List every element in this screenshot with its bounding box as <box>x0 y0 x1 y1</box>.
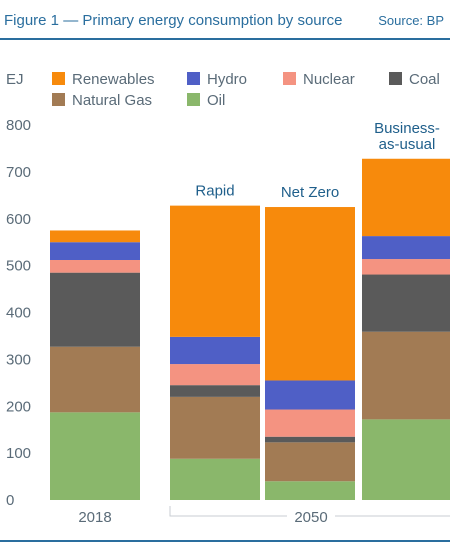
legend-swatch-renewables <box>52 72 65 85</box>
bar-segment-natural-gas-business-as-usual <box>362 331 450 420</box>
legend-label-nuclear: Nuclear <box>303 71 355 88</box>
legend-swatch-nuclear <box>283 72 296 85</box>
header-rule <box>0 38 450 40</box>
bar-segment-oil-net-zero <box>265 481 355 500</box>
bar-annotation-business-as-usual: Business- <box>374 120 440 137</box>
bar-segment-hydro-rapid <box>170 336 260 365</box>
bar-segment-hydro-business-as-usual <box>362 236 450 260</box>
y-tick-label: 0 <box>6 492 14 509</box>
x-axis-label-2050: 2050 <box>294 509 327 526</box>
bar-segment-oil-rapid <box>170 458 260 500</box>
legend-swatch-hydro <box>187 72 200 85</box>
bar-segment-nuclear-net-zero <box>265 409 355 437</box>
legend-swatch-coal <box>389 72 402 85</box>
legend-swatch-natural-gas <box>52 93 65 106</box>
bar-segment-coal-business-as-usual <box>362 274 450 332</box>
bar-annotation-business-as-usual: as-usual <box>379 136 436 153</box>
figure-source: Source: BP <box>378 13 444 28</box>
bar-annotation-net-zero: Net Zero <box>281 184 339 201</box>
bar-segment-natural-gas-rapid <box>170 396 260 459</box>
legend: Renewables Hydro Nuclear Coal Natural Gas Oil <box>52 71 440 109</box>
y-axis: 0 100 200 300 400 500 600 700 800 <box>6 117 31 509</box>
bar-segment-nuclear-2018 <box>50 260 140 273</box>
bar-segment-coal-2018 <box>50 272 140 347</box>
bar-segment-renewables-2018 <box>50 230 140 243</box>
bar-segment-coal-rapid <box>170 385 260 397</box>
y-tick-label: 500 <box>6 258 31 275</box>
bar-segment-hydro-2018 <box>50 242 140 260</box>
legend-label-renewables: Renewables <box>72 71 155 88</box>
legend-swatch-oil <box>187 93 200 106</box>
bar-segment-natural-gas-2018 <box>50 346 140 413</box>
legend-label-natural-gas: Natural Gas <box>72 92 152 109</box>
y-axis-label: EJ <box>6 71 24 88</box>
bar-segment-renewables-business-as-usual <box>362 158 450 237</box>
bar-segment-renewables-rapid <box>170 205 260 337</box>
x-axis-label-2018: 2018 <box>78 509 111 526</box>
legend-label-oil: Oil <box>207 92 225 109</box>
bar-segment-nuclear-rapid <box>170 364 260 386</box>
bars <box>50 158 450 500</box>
bar-annotations: Rapid Net Zero Business-as-usual <box>195 120 440 201</box>
bar-segment-oil-2018 <box>50 412 140 500</box>
y-tick-label: 400 <box>6 305 31 322</box>
bar-segment-coal-net-zero <box>265 436 355 443</box>
y-tick-label: 700 <box>6 164 31 181</box>
y-tick-label: 100 <box>6 445 31 462</box>
y-tick-label: 300 <box>6 351 31 368</box>
figure-title: Figure 1 — Primary energy consumption by… <box>4 12 343 29</box>
bar-segment-oil-business-as-usual <box>362 419 450 500</box>
bar-annotation-rapid: Rapid <box>195 183 234 200</box>
bar-segment-renewables-net-zero <box>265 207 355 381</box>
y-tick-label: 800 <box>6 117 31 134</box>
figure-header: Figure 1 — Primary energy consumption by… <box>0 0 450 40</box>
legend-label-coal: Coal <box>409 71 440 88</box>
footer-rule <box>0 540 450 542</box>
bar-segment-natural-gas-net-zero <box>265 442 355 482</box>
bar-segment-hydro-net-zero <box>265 380 355 410</box>
y-tick-label: 200 <box>6 398 31 415</box>
x-axis-group-label-bg <box>287 510 335 524</box>
y-tick-label: 600 <box>6 211 31 228</box>
legend-label-hydro: Hydro <box>207 71 247 88</box>
bar-segment-nuclear-business-as-usual <box>362 259 450 275</box>
x-axis: 2018 2050 <box>78 506 450 526</box>
